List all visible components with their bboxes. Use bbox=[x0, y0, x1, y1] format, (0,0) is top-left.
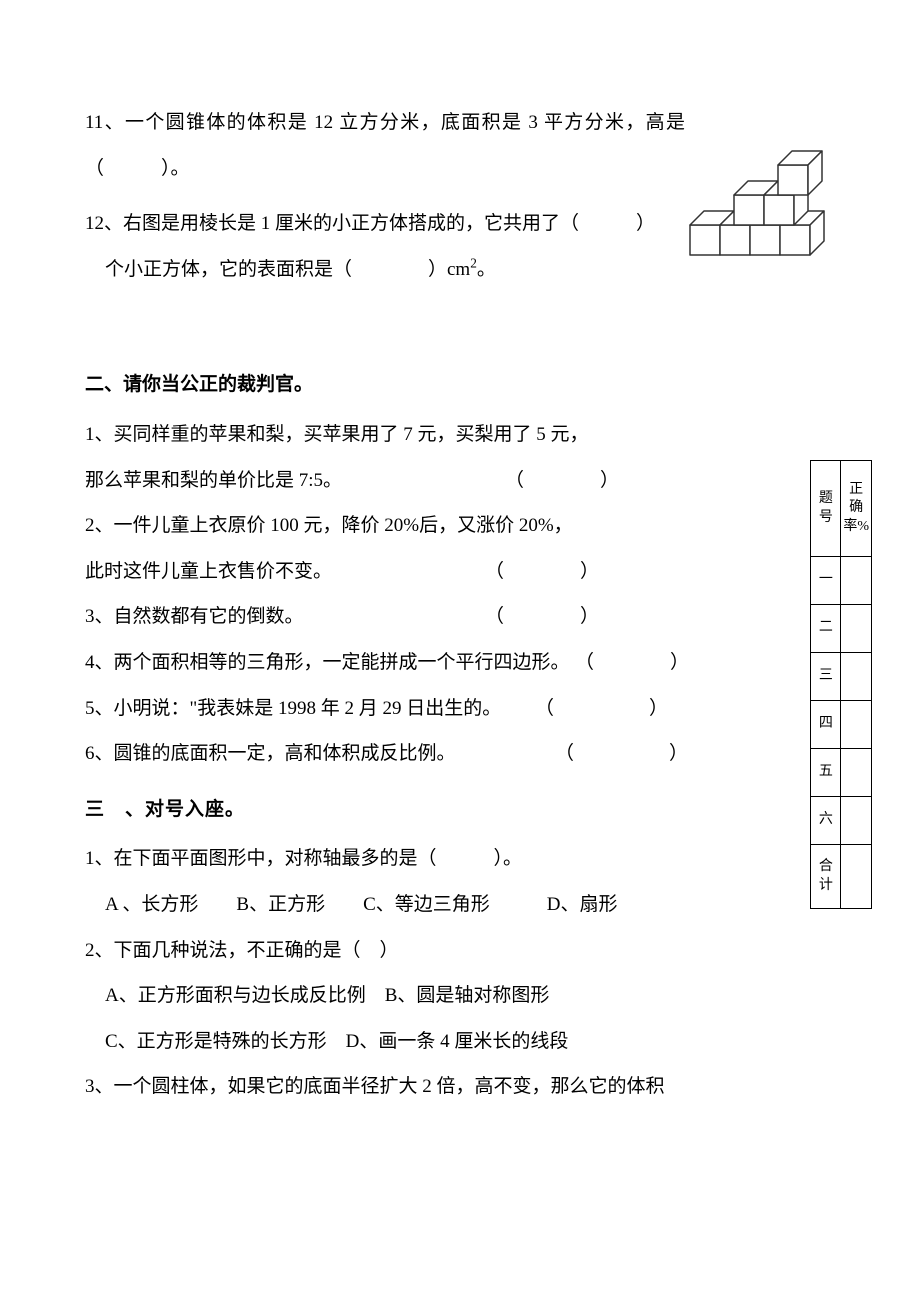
q12-line2-text: 个小正方体，它的表面积是（ ）cm bbox=[105, 259, 470, 280]
score-header-num: 题号 bbox=[811, 461, 841, 557]
score-cell-3 bbox=[841, 653, 872, 701]
score-header-rate: 正确率% bbox=[841, 461, 872, 557]
s3-item2: 2、下面几种说法，不正确的是（ ） bbox=[85, 928, 685, 974]
score-row-6: 六 bbox=[811, 797, 841, 845]
question-12-line2: 个小正方体，它的表面积是（ ）cm2。 bbox=[85, 247, 685, 293]
s3-item2-opt-cd: C、正方形是特殊的长方形 D、画一条 4 厘米长的线段 bbox=[85, 1019, 685, 1065]
s2-item1: 1、买同样重的苹果和梨，买苹果用了 7 元，买梨用了 5 元， bbox=[85, 412, 685, 458]
section3-heading-text: 三 、对号入座。 bbox=[85, 799, 245, 820]
s2-i5-paren: （ ） bbox=[535, 686, 668, 732]
score-row-total: 合计 bbox=[811, 845, 841, 909]
s3-i3-text: 3、一个圆柱体，如果它的底面半径扩大 2 倍，高不变，那么它的体积 bbox=[85, 1076, 665, 1097]
section3-heading: 三 、对号入座。 bbox=[85, 787, 685, 833]
q11-text: 11、一个圆锥体的体积是 12 立方分米，底面积是 3 平方分米，高是（ ）。 bbox=[85, 112, 685, 179]
s2-i1-line1: 1、买同样重的苹果和梨，买苹果用了 7 元，买梨用了 5 元， bbox=[85, 424, 589, 445]
cube-stack-figure bbox=[680, 140, 850, 270]
s2-i4-text: 4、两个面积相等的三角形，一定能拼成一个平行四边形。 bbox=[85, 652, 570, 673]
score-cell-5 bbox=[841, 749, 872, 797]
score-row-5: 五 bbox=[811, 749, 841, 797]
s3-i2-optab: A、正方形面积与边长成反比例 B、圆是轴对称图形 bbox=[105, 985, 549, 1006]
q12-line1: 12、右图是用棱长是 1 厘米的小正方体搭成的，它共用了（ ） bbox=[85, 213, 655, 234]
s3-item1: 1、在下面平面图形中，对称轴最多的是（ ）。 bbox=[85, 836, 685, 882]
s2-item3: 3、自然数都有它的倒数。 （ ） bbox=[85, 594, 685, 640]
score-row-4: 四 bbox=[811, 701, 841, 749]
score-cell-6 bbox=[841, 797, 872, 845]
s3-i2-optcd: C、正方形是特殊的长方形 D、画一条 4 厘米长的线段 bbox=[105, 1031, 568, 1052]
s2-i6-paren: （ ） bbox=[555, 731, 688, 777]
score-row-3: 三 bbox=[811, 653, 841, 701]
score-row-2: 二 bbox=[811, 605, 841, 653]
score-row-1: 一 bbox=[811, 557, 841, 605]
s3-i1-options: A 、长方形 B、正方形 C、等边三角形 D、扇形 bbox=[105, 894, 618, 915]
s2-i3-paren: （ ） bbox=[485, 594, 599, 640]
section2-heading-text: 二、请你当公正的裁判官。 bbox=[85, 374, 313, 395]
s3-i1-text: 1、在下面平面图形中，对称轴最多的是（ ）。 bbox=[85, 848, 522, 869]
s2-i3-text: 3、自然数都有它的倒数。 bbox=[85, 606, 304, 627]
score-cell-total bbox=[841, 845, 872, 909]
s3-i2-text: 2、下面几种说法，不正确的是（ ） bbox=[85, 940, 399, 961]
section2-heading: 二、请你当公正的裁判官。 bbox=[85, 362, 685, 408]
s2-item6: 6、圆锥的底面积一定，高和体积成反比例。 （ ） bbox=[85, 731, 685, 777]
s2-i1-line2: 那么苹果和梨的单价比是 7:5。 bbox=[85, 470, 342, 491]
s2-i2-line2: 此时这件儿童上衣售价不变。 bbox=[85, 561, 332, 582]
s2-item5: 5、小明说："我表妹是 1998 年 2 月 29 日出生的。 （ ） bbox=[85, 686, 685, 732]
s2-i2-paren: （ ） bbox=[485, 549, 599, 595]
s3-item1-options: A 、长方形 B、正方形 C、等边三角形 D、扇形 bbox=[85, 882, 685, 928]
score-cell-2 bbox=[841, 605, 872, 653]
score-cell-1 bbox=[841, 557, 872, 605]
s3-item3: 3、一个圆柱体，如果它的底面半径扩大 2 倍，高不变，那么它的体积 bbox=[85, 1064, 765, 1110]
score-cell-4 bbox=[841, 701, 872, 749]
question-12: 12、右图是用棱长是 1 厘米的小正方体搭成的，它共用了（ ） bbox=[85, 201, 685, 247]
s2-item2: 2、一件儿童上衣原价 100 元，降价 20%后，又涨价 20%， bbox=[85, 503, 685, 549]
s2-i4-paren: （ ） bbox=[575, 640, 689, 686]
document-content: 11、一个圆锥体的体积是 12 立方分米，底面积是 3 平方分米，高是（ ）。 … bbox=[85, 100, 685, 1110]
s2-item1-line2: 那么苹果和梨的单价比是 7:5。 （ ） bbox=[85, 458, 685, 504]
s2-item4: 4、两个面积相等的三角形，一定能拼成一个平行四边形。 （ ） bbox=[85, 640, 685, 686]
question-11: 11、一个圆锥体的体积是 12 立方分米，底面积是 3 平方分米，高是（ ）。 bbox=[85, 100, 685, 191]
s3-item2-opt-ab: A、正方形面积与边长成反比例 B、圆是轴对称图形 bbox=[85, 973, 685, 1019]
score-table: 题号 正确率% 一 二 三 四 五 六 合计 bbox=[810, 460, 872, 909]
s2-i1-paren: （ ） bbox=[505, 458, 619, 504]
s2-i2-line1: 2、一件儿童上衣原价 100 元，降价 20%后，又涨价 20%， bbox=[85, 515, 573, 536]
s2-item2-line2: 此时这件儿童上衣售价不变。 （ ） bbox=[85, 549, 685, 595]
s2-i5-text: 5、小明说："我表妹是 1998 年 2 月 29 日出生的。 bbox=[85, 698, 501, 719]
q12-superscript: 2 bbox=[470, 255, 477, 270]
s2-i6-text: 6、圆锥的底面积一定，高和体积成反比例。 bbox=[85, 743, 456, 764]
